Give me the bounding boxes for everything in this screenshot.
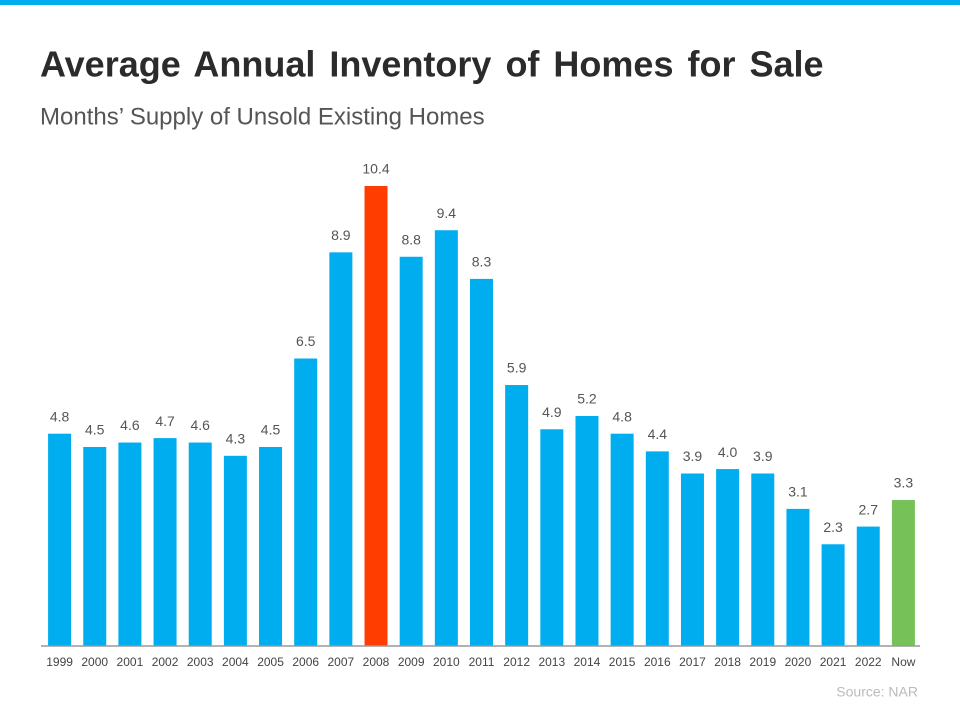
bar: [223, 455, 247, 646]
x-tick-label: 2002: [152, 655, 179, 669]
x-tick-label: 2016: [644, 655, 671, 669]
x-tick-label: 2020: [785, 655, 812, 669]
value-label: 10.4: [362, 161, 389, 177]
value-label: 4.7: [155, 413, 175, 429]
bar: [610, 433, 634, 646]
x-tick-label: 2013: [538, 655, 565, 669]
x-tick-label: 2008: [363, 655, 390, 669]
x-tick-label: 2019: [749, 655, 776, 669]
x-tick-label: 2014: [574, 655, 601, 669]
value-label: 8.8: [401, 231, 421, 247]
x-tick-label: 2018: [714, 655, 741, 669]
value-label: 3.9: [683, 448, 703, 464]
bar: [294, 358, 318, 646]
value-label: 4.8: [50, 408, 70, 424]
x-tick-label: 2003: [187, 655, 214, 669]
bar: [856, 526, 880, 646]
value-label: 4.4: [648, 426, 668, 442]
bar: [259, 446, 283, 646]
value-label: 2.3: [823, 519, 843, 535]
bar: [48, 433, 72, 646]
bar: [891, 500, 915, 646]
bar: [786, 508, 810, 646]
x-tick-label: 2017: [679, 655, 706, 669]
bar: [540, 429, 564, 646]
x-tick-label: 2006: [292, 655, 319, 669]
x-tick-label: 2015: [609, 655, 636, 669]
value-label: 3.3: [894, 475, 914, 491]
x-tick-label: Now: [891, 655, 915, 669]
chart-title: Average Annual Inventory of Homes for Sa…: [40, 44, 824, 85]
x-tick-label: 2001: [117, 655, 144, 669]
value-label: 4.5: [85, 422, 105, 438]
value-label: 4.6: [190, 417, 210, 433]
x-tick-label: 2021: [820, 655, 847, 669]
source: Source: NAR: [836, 684, 918, 700]
value-label: 3.9: [753, 448, 773, 464]
value-label: 5.2: [577, 391, 597, 407]
x-tick-label: 1999: [46, 655, 73, 669]
value-label: 2.7: [859, 501, 879, 517]
bar: [680, 473, 704, 646]
value-label: 6.5: [296, 333, 316, 349]
bar: [470, 278, 493, 646]
x-tick-label: 2009: [398, 655, 425, 669]
x-tick-label: 2010: [433, 655, 460, 669]
value-label: 4.5: [261, 422, 281, 438]
value-label: 4.9: [542, 404, 562, 420]
x-tick-label: 2011: [469, 655, 495, 669]
bar: [329, 252, 353, 646]
value-label: 9.4: [437, 205, 457, 221]
value-label: 8.9: [331, 227, 351, 243]
bar: [118, 442, 142, 646]
top-stripe: [0, 0, 960, 5]
x-tick-label: 2004: [222, 655, 249, 669]
bar: [153, 438, 177, 646]
value-label: 4.8: [612, 408, 632, 424]
x-tick-label: 2007: [328, 655, 355, 669]
bar: [364, 186, 388, 646]
bar: [645, 451, 669, 646]
bar: [434, 230, 458, 646]
bar: [188, 442, 212, 646]
value-label: 4.3: [226, 431, 246, 447]
bar: [716, 469, 740, 646]
bar: [821, 544, 845, 646]
bar: [505, 385, 529, 646]
bar: [751, 473, 775, 646]
x-tick-label: 2012: [503, 655, 530, 669]
value-label: 4.6: [120, 417, 140, 433]
bar: [399, 256, 423, 646]
x-tick-label: 2005: [257, 655, 284, 669]
bar: [575, 416, 599, 646]
bar: [83, 446, 107, 646]
x-tick-label: 2022: [855, 655, 882, 669]
value-label: 3.1: [788, 484, 808, 500]
value-label: 5.9: [507, 360, 527, 376]
value-label: 8.3: [472, 254, 492, 270]
x-tick-label: 2000: [81, 655, 108, 669]
value-label: 4.0: [718, 444, 738, 460]
chart-subtitle: Months’ Supply of Unsold Existing Homes: [40, 103, 485, 130]
